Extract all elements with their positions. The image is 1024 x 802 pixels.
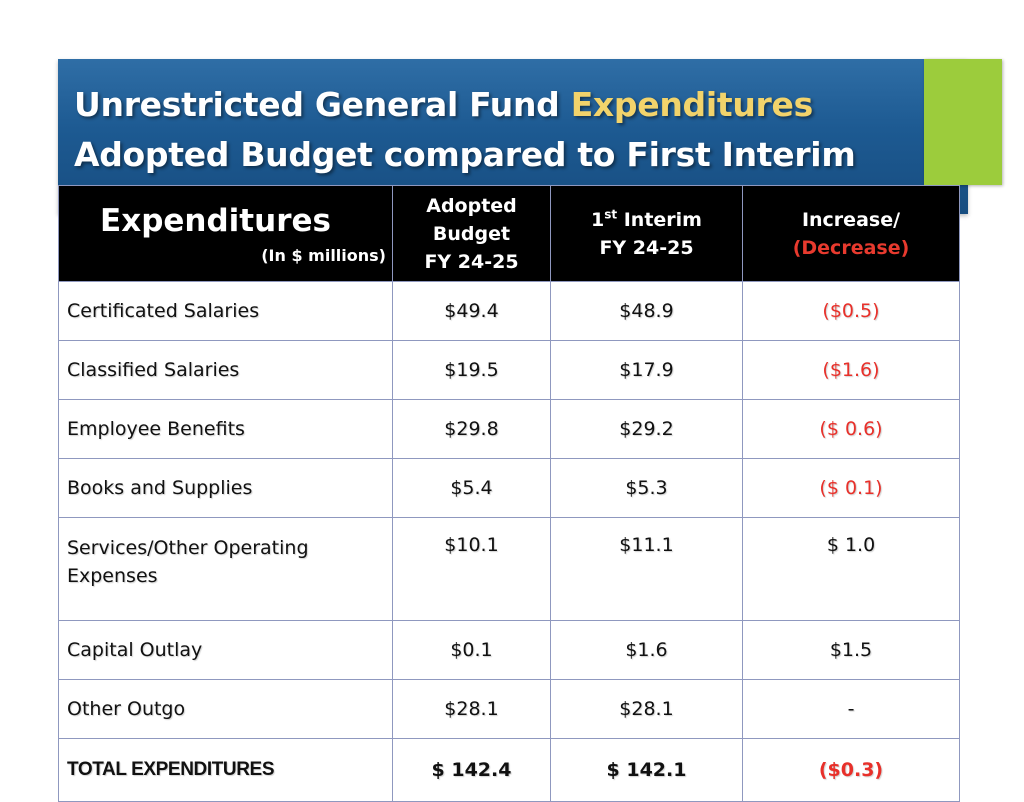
row-category: Classified Salaries [58,340,393,400]
row-adopted: $28.1 [392,679,551,739]
row-interim: $29.2 [550,399,743,459]
expenditures-table: Expenditures (In $ millions) Adopted Bud… [58,185,960,802]
row-category: Capital Outlay [58,620,393,680]
title-line1-highlight: Expenditures [570,85,814,124]
row-change: ($1.6) [742,340,960,400]
header-units-label: (In $ millions) [261,245,386,265]
header-interim-prefix: 1 [591,208,605,231]
table-row: Employee Benefits $29.8 $29.2 ($ 0.6) [58,399,960,459]
row-adopted: $10.1 [392,517,551,621]
table-row: Services/Other Operating Expenses $10.1 … [58,517,960,621]
header-interim-suffix: Interim [617,208,702,231]
row-adopted: $0.1 [392,620,551,680]
header-expenditures-label: Expenditures [100,202,331,239]
header-adopted-budget: Adopted Budget FY 24-25 [392,185,551,282]
accent-bar [924,59,1002,185]
row-change: - [742,679,960,739]
slide-title: Unrestricted General Fund Expenditures A… [74,80,856,180]
row-category: Employee Benefits [58,399,393,459]
row-interim: $48.9 [550,281,743,341]
header-change-line2: (Decrease) [792,236,910,259]
row-change: ($ 0.6) [742,399,960,459]
table-row: Other Outgo $28.1 $28.1 - [58,679,960,739]
header-adopted-line3: FY 24-25 [424,250,519,273]
table-row: Classified Salaries $19.5 $17.9 ($1.6) [58,340,960,400]
row-adopted: $19.5 [392,340,551,400]
row-change: $ 1.0 [742,517,960,621]
header-expenditures: Expenditures (In $ millions) [58,185,393,282]
row-category: Other Outgo [58,679,393,739]
header-adopted-line2: Budget [432,222,511,245]
header-increase-decrease: Increase/ (Decrease) [742,185,960,282]
row-category: Certificated Salaries [58,281,393,341]
header-change-line1: Increase/ [801,208,901,231]
header-interim-sup: st [604,207,618,222]
title-line2: Adopted Budget compared to First Interim [74,135,856,174]
header-first-interim: 1st Interim FY 24-25 [550,185,743,282]
row-change: $1.5 [742,620,960,680]
row-interim: $1.6 [550,620,743,680]
row-interim: $11.1 [550,517,743,621]
table-row: Books and Supplies $5.4 $5.3 ($ 0.1) [58,458,960,518]
total-category: TOTAL EXPENDITURES [58,738,393,802]
title-line1-main: Unrestricted General Fund [74,85,560,124]
table-header-row: Expenditures (In $ millions) Adopted Bud… [58,185,960,282]
row-category: Books and Supplies [58,458,393,518]
table-row: Certificated Salaries $49.4 $48.9 ($0.5) [58,281,960,341]
header-adopted-line1: Adopted [426,194,517,217]
row-adopted: $29.8 [392,399,551,459]
table-row: Capital Outlay $0.1 $1.6 $1.5 [58,620,960,680]
row-change: ($ 0.1) [742,458,960,518]
row-category: Services/Other Operating Expenses [58,517,393,621]
row-adopted: $5.4 [392,458,551,518]
row-change: ($0.5) [742,281,960,341]
row-interim: $28.1 [550,679,743,739]
total-adopted: $ 142.4 [392,738,551,802]
total-row: TOTAL EXPENDITURES $ 142.4 $ 142.1 ($0.3… [58,738,960,802]
row-interim: $5.3 [550,458,743,518]
row-interim: $17.9 [550,340,743,400]
total-change: ($0.3) [742,738,960,802]
total-interim: $ 142.1 [550,738,743,802]
header-interim-year: FY 24-25 [599,236,694,259]
row-adopted: $49.4 [392,281,551,341]
